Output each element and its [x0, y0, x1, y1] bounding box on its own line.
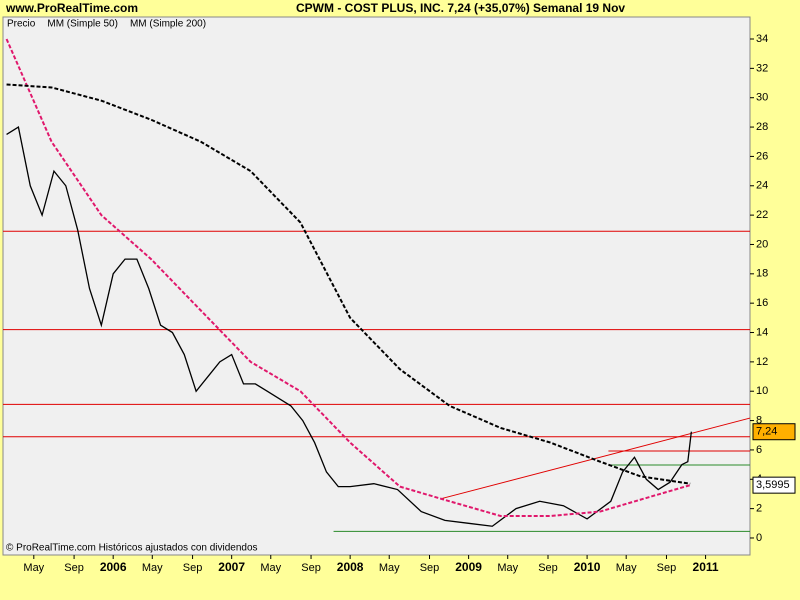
site: www.ProRealTime.com [5, 1, 138, 15]
x-tick-label: Sep [657, 562, 677, 574]
y-tick-label: 28 [756, 121, 768, 133]
footer: © ProRealTime.com Históricos ajustados c… [6, 543, 258, 554]
y-tick-label: 26 [756, 150, 768, 162]
y-tick-label: 16 [756, 297, 768, 309]
y-tick-label: 2 [756, 503, 762, 515]
y-tick-label: 30 [756, 92, 768, 104]
y-tick-label: 22 [756, 209, 768, 221]
y-tick-label: 34 [756, 33, 768, 45]
price-label: 7,24 [756, 426, 777, 438]
x-tick-label: May [142, 562, 163, 574]
x-tick-label: Sep [183, 562, 203, 574]
x-tick-label: May [379, 562, 400, 574]
x-tick-label: Sep [538, 562, 558, 574]
x-tick-label: May [616, 562, 637, 574]
y-tick-label: 14 [756, 326, 768, 338]
x-tick-label: 2008 [337, 560, 364, 574]
y-tick-label: 10 [756, 385, 768, 397]
series-line [5, 38, 691, 517]
x-tick-label: 2007 [218, 560, 245, 574]
y-tick-label: 32 [756, 62, 768, 74]
legend-entry: MM (Simple 50) [47, 19, 118, 30]
legend-entry: Precio [7, 19, 36, 30]
y-tick-label: 24 [756, 180, 768, 192]
plot-area [2, 16, 751, 556]
x-tick-label: Sep [301, 562, 321, 574]
price-label: 3,5995 [756, 479, 790, 491]
price-label-box [752, 476, 796, 494]
x-tick-label: Sep [420, 562, 440, 574]
x-tick-label: May [260, 562, 281, 574]
x-tick-label: May [23, 562, 44, 574]
x-tick-label: 2011 [693, 560, 719, 574]
series-line [6, 126, 692, 527]
y-tick-label: 18 [756, 268, 768, 280]
series-line [6, 83, 691, 485]
trend-line [440, 417, 751, 500]
price-label-box [752, 423, 796, 441]
x-tick-label: 2009 [455, 560, 482, 574]
y-tick-label: 20 [756, 238, 768, 250]
x-tick-label: Sep [64, 562, 84, 574]
y-tick-label: 12 [756, 356, 768, 368]
y-tick-label: 8 [756, 414, 762, 426]
x-tick-label: 2010 [574, 560, 601, 574]
x-tick-label: May [497, 562, 518, 574]
y-tick-label: 6 [756, 444, 762, 456]
x-tick-label: 2006 [100, 560, 127, 574]
chart-title: CPWM - COST PLUS, INC. 7,24 (+35,07%) Se… [296, 1, 625, 15]
y-tick-label: 0 [756, 532, 762, 544]
legend-entry: MM (Simple 200) [130, 19, 206, 30]
